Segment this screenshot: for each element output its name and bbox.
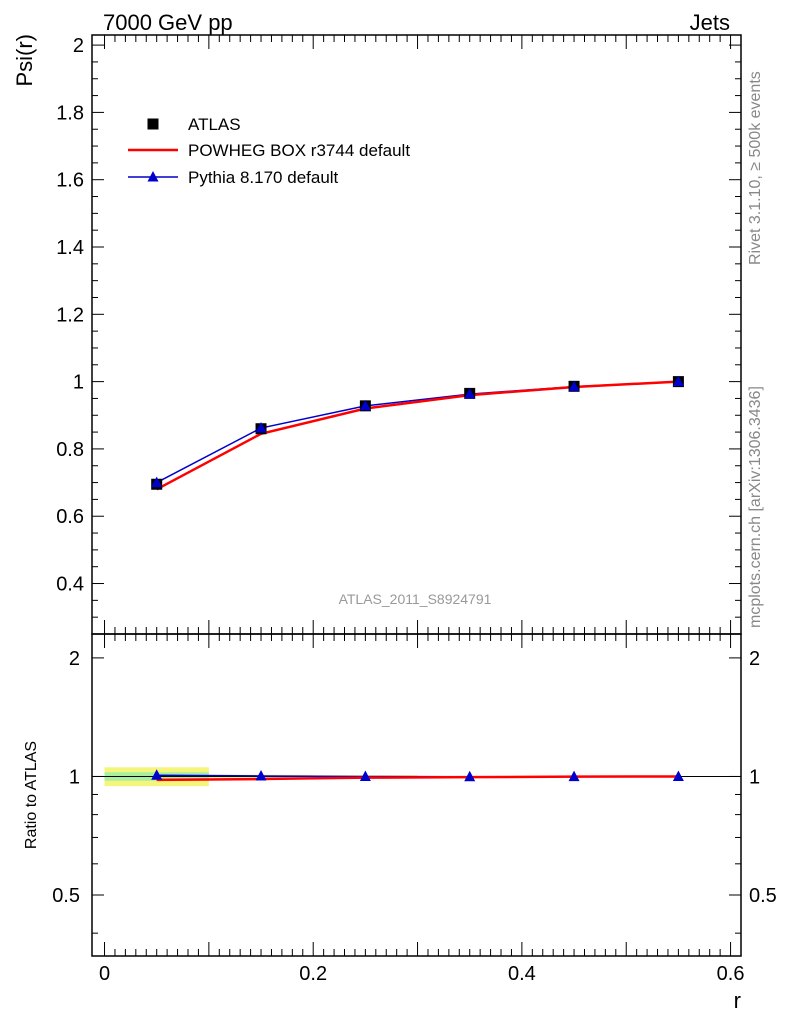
ratio-y-tick-label-right: 2 <box>749 648 760 670</box>
ratio-plot-panel: 0 0.2 0.4 0.6 r 0.5 0.5 1 1 2 2 Ratio to ATLAS <box>23 633 777 1013</box>
y-tick-label: 1.2 <box>56 304 84 326</box>
y-tick-label: 0.6 <box>56 506 84 528</box>
ratio-y-tick-label: 1 <box>69 766 80 788</box>
pythia-point <box>464 388 476 399</box>
pythia-ratio-point <box>151 769 163 780</box>
pythia-ratio-point <box>359 770 371 781</box>
pythia-line <box>156 380 679 484</box>
pythia-point <box>151 476 163 488</box>
pythia-point <box>255 422 267 433</box>
y-tick-label: 1 <box>73 372 84 394</box>
header-right: Jets <box>690 10 730 35</box>
pythia-point <box>359 399 371 411</box>
y-tick-label: 0.4 <box>56 574 84 596</box>
y-tick-label: 1.6 <box>56 170 84 192</box>
x-tick-label: 0.6 <box>717 963 745 985</box>
pythia-point <box>568 380 580 392</box>
x-tick-label: 0.2 <box>299 963 327 985</box>
ratio-y-tick-label: 0.5 <box>52 885 80 907</box>
legend-pythia-marker <box>147 171 159 182</box>
analysis-watermark: ATLAS_2011_S8924791 <box>339 591 492 607</box>
pythia-ratio-point <box>255 769 267 781</box>
ratio-y-tick-label-right: 0.5 <box>749 885 777 907</box>
y-tick-label: 2 <box>73 35 84 57</box>
powheg-ratio-line <box>156 775 679 782</box>
mcplots-label: mcplots.cern.ch [arXiv:1306.3436] <box>747 386 764 628</box>
pythia-ratio-point <box>672 770 684 781</box>
x-tick-label: 0 <box>99 963 110 985</box>
ratio-y-tick-label: 2 <box>69 648 80 670</box>
ratio-y-tick-label-right: 1 <box>749 766 760 788</box>
x-axis-title: r <box>734 988 741 1013</box>
y-tick-label: 1.8 <box>56 102 84 124</box>
header-left: 7000 GeV pp <box>103 10 233 35</box>
ratio-plot-frame <box>91 633 742 957</box>
pythia-ratio-point <box>568 770 580 782</box>
y-axis-title: Psi(r) <box>12 34 37 87</box>
rivet-label: Rivet 3.1.10, ≥ 500k events <box>747 71 764 265</box>
legend-label: ATLAS <box>188 115 241 134</box>
legend: ATLAS POWHEG BOX r3744 default Pythia 8.17… <box>128 115 410 187</box>
pythia-point <box>672 375 684 387</box>
pythia-ratio-point <box>464 770 476 782</box>
x-tick-label: 0.4 <box>508 963 536 985</box>
main-plot-panel: 0.4 0.6 0.8 1 1.2 1.4 1.6 1.8 2 Psi(r) <box>12 34 742 635</box>
legend-atlas-marker <box>147 118 159 130</box>
legend-label: POWHEG BOX r3744 default <box>188 141 410 160</box>
y-tick-label: 0.8 <box>56 439 84 461</box>
legend-label: Pythia 8.170 default <box>188 168 339 187</box>
ratio-y-axis-title: Ratio to ATLAS <box>23 741 40 849</box>
powheg-line <box>156 380 679 491</box>
y-tick-label: 1.4 <box>56 237 84 259</box>
